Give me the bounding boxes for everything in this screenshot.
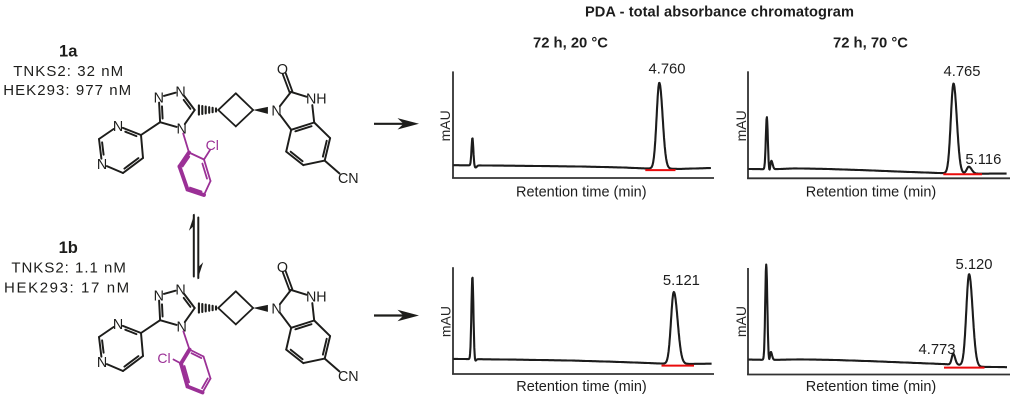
- svg-text:72 h, 20 °C: 72 h, 20 °C: [533, 35, 608, 51]
- svg-text:NH: NH: [306, 289, 327, 305]
- svg-text:O: O: [277, 260, 288, 276]
- svg-text:TNKS2: 1.1 nM: TNKS2: 1.1 nM: [11, 260, 127, 277]
- svg-text:5.116: 5.116: [965, 152, 1001, 168]
- svg-text:PDA - total absorbance chromat: PDA - total absorbance chromatogram: [585, 4, 854, 20]
- svg-text:Retention time (min): Retention time (min): [806, 185, 937, 201]
- svg-text:4.765: 4.765: [943, 64, 980, 80]
- svg-text:Retention time (min): Retention time (min): [516, 185, 647, 201]
- svg-text:N: N: [113, 317, 123, 333]
- svg-text:N: N: [97, 355, 107, 371]
- svg-text:mAU: mAU: [437, 110, 453, 141]
- svg-text:72 h, 70 °C: 72 h, 70 °C: [833, 35, 908, 51]
- svg-text:N: N: [154, 288, 164, 304]
- svg-text:mAU: mAU: [733, 110, 749, 141]
- svg-text:mAU: mAU: [733, 306, 749, 337]
- svg-text:1a: 1a: [59, 43, 78, 61]
- svg-text:5.121: 5.121: [663, 273, 700, 289]
- svg-text:Retention time (min): Retention time (min): [516, 379, 647, 395]
- svg-text:Cl: Cl: [206, 137, 219, 153]
- svg-text:N: N: [113, 119, 123, 135]
- svg-text:4.773: 4.773: [918, 342, 955, 358]
- svg-text:O: O: [277, 62, 288, 78]
- svg-text:N: N: [175, 84, 185, 100]
- svg-text:HEK293: 17 nM: HEK293: 17 nM: [4, 279, 131, 296]
- svg-text:N: N: [271, 301, 281, 317]
- svg-text:N: N: [271, 103, 281, 119]
- svg-text:Retention time (min): Retention time (min): [806, 379, 937, 395]
- svg-text:TNKS2: 32 nM: TNKS2: 32 nM: [13, 63, 124, 80]
- svg-text:N: N: [175, 282, 185, 298]
- svg-text:5.120: 5.120: [955, 257, 992, 273]
- svg-text:N: N: [177, 121, 187, 137]
- svg-text:HEK293: 977 nM: HEK293: 977 nM: [3, 82, 132, 99]
- svg-text:1b: 1b: [59, 239, 78, 257]
- svg-text:N: N: [154, 90, 164, 106]
- svg-text:Cl: Cl: [157, 350, 170, 366]
- svg-text:CN: CN: [338, 171, 359, 187]
- svg-text:NH: NH: [306, 91, 327, 107]
- svg-text:N: N: [97, 157, 107, 173]
- svg-text:4.760: 4.760: [648, 62, 685, 78]
- svg-text:mAU: mAU: [438, 306, 454, 337]
- svg-text:CN: CN: [338, 369, 359, 385]
- svg-text:N: N: [177, 319, 187, 335]
